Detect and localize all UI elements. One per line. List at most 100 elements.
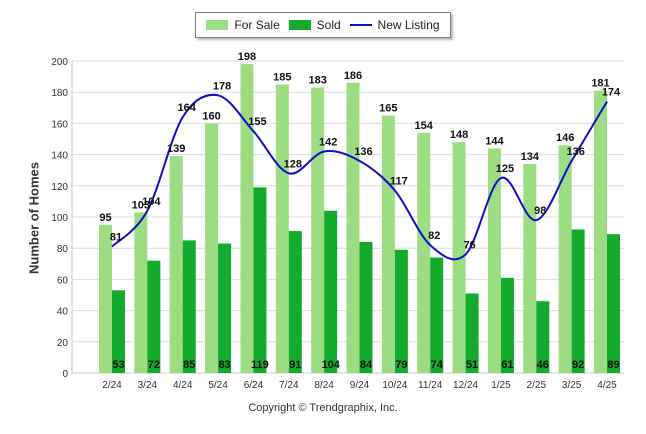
data-label-new-listing: 82 — [428, 230, 440, 242]
data-label-for-sale: 186 — [344, 70, 362, 82]
data-label-for-sale: 95 — [99, 212, 111, 224]
bar-for-sale — [417, 132, 431, 373]
data-label-for-sale: 146 — [556, 132, 574, 144]
data-label-new-listing: 128 — [284, 158, 302, 170]
bar-sold — [112, 290, 125, 373]
data-label-sold: 85 — [183, 359, 195, 371]
bar-for-sale — [487, 148, 501, 373]
y-tick-label: 180 — [51, 88, 68, 99]
data-label-sold: 46 — [537, 359, 549, 371]
bar-for-sale — [99, 224, 112, 373]
y-tick-label: 0 — [62, 369, 68, 380]
y-tick-label: 60 — [57, 275, 69, 286]
data-label-sold: 53 — [112, 359, 124, 371]
x-tick-label: 9/24 — [350, 380, 370, 391]
bar-sold — [430, 257, 444, 373]
data-label-new-listing: 125 — [496, 163, 514, 175]
data-label-new-listing: 98 — [534, 205, 546, 217]
legend: For Sale Sold New Listing — [195, 12, 451, 38]
y-axis-label: Number of Homes — [26, 162, 42, 274]
data-label-sold: 72 — [148, 359, 160, 371]
legend-swatch-sold — [288, 20, 311, 30]
x-tick-label: 7/24 — [279, 380, 299, 391]
data-label-new-listing: 136 — [566, 146, 584, 158]
bar-sold — [500, 277, 514, 373]
x-tick-label: 12/24 — [453, 380, 478, 391]
data-label-new-listing: 76 — [463, 239, 475, 251]
bar-sold — [324, 210, 338, 373]
bar-sold — [288, 231, 302, 373]
data-label-sold: 51 — [466, 359, 478, 371]
x-tick-label: 11/24 — [418, 380, 443, 391]
bar-sold — [147, 260, 161, 373]
data-label-for-sale: 139 — [167, 143, 185, 155]
bar-for-sale — [134, 212, 148, 373]
data-label-new-listing: 104 — [142, 196, 161, 208]
data-label-sold: 74 — [431, 359, 444, 371]
y-tick-label: 140 — [51, 151, 68, 162]
legend-label-for-sale: For Sale — [234, 18, 280, 32]
bar-sold — [607, 234, 620, 373]
y-tick-label: 80 — [57, 244, 69, 255]
x-tick-label: 2/24 — [102, 380, 122, 391]
bar-for-sale — [523, 163, 537, 373]
legend-item-new-listing: New Listing — [349, 18, 440, 32]
data-label-for-sale: 185 — [273, 71, 291, 83]
y-tick-label: 40 — [57, 307, 69, 318]
data-label-new-listing: 117 — [390, 175, 408, 187]
data-label-sold: 104 — [321, 359, 340, 371]
legend-label-sold: Sold — [316, 18, 341, 32]
x-tick-label: 2/25 — [527, 380, 547, 391]
y-tick-label: 200 — [51, 57, 68, 68]
x-tick-label: 3/25 — [562, 380, 582, 391]
x-tick-label: 4/25 — [597, 380, 617, 391]
data-label-sold: 89 — [607, 359, 619, 371]
bar-for-sale — [381, 115, 395, 373]
copyright-text: Copyright © Trendgraphix, Inc. — [248, 402, 398, 414]
bar-sold — [394, 249, 408, 373]
line-new-listing — [111, 93, 608, 261]
y-tick-label: 160 — [51, 119, 68, 130]
data-label-sold: 84 — [360, 359, 373, 371]
data-label-sold: 83 — [218, 359, 230, 371]
bar-for-sale — [594, 90, 607, 373]
bar-for-sale — [275, 84, 289, 374]
x-tick-label: 5/24 — [208, 380, 228, 391]
x-tick-label: 8/24 — [314, 380, 334, 391]
x-tick-label: 3/24 — [138, 380, 158, 391]
x-tick-label: 10/24 — [382, 380, 407, 391]
bar-sold — [253, 187, 267, 373]
x-tick-label: 4/24 — [173, 380, 193, 391]
data-label-for-sale: 198 — [238, 51, 256, 63]
bar-sold — [218, 243, 232, 373]
y-tick-label: 120 — [51, 182, 68, 193]
x-tick-label: 1/25 — [491, 380, 511, 391]
data-label-for-sale: 148 — [450, 129, 468, 141]
data-label-new-listing: 81 — [110, 232, 122, 244]
bar-sold — [359, 241, 373, 373]
bar-for-sale — [240, 64, 254, 374]
data-label-new-listing: 174 — [602, 87, 621, 99]
legend-item-for-sale: For Sale — [206, 18, 280, 32]
data-label-sold: 92 — [572, 359, 584, 371]
data-label-sold: 119 — [251, 359, 269, 371]
data-label-for-sale: 183 — [308, 75, 326, 87]
bar-sold — [182, 240, 196, 373]
x-tick-label: 6/24 — [244, 380, 264, 391]
y-tick-label: 20 — [57, 338, 69, 349]
legend-label-new-listing: New Listing — [377, 18, 440, 32]
data-label-for-sale: 165 — [379, 103, 397, 115]
data-label-new-listing: 155 — [248, 116, 266, 128]
bar-for-sale — [558, 145, 572, 373]
data-label-for-sale: 154 — [415, 120, 434, 132]
data-label-for-sale: 181 — [591, 78, 609, 90]
data-label-for-sale: 134 — [521, 151, 540, 163]
bar-for-sale — [169, 156, 183, 373]
data-label-new-listing: 142 — [319, 136, 337, 148]
data-label-sold: 79 — [395, 359, 407, 371]
data-label-for-sale: 160 — [202, 110, 220, 122]
data-label-for-sale: 144 — [485, 135, 504, 147]
data-label-for-sale: 103 — [132, 199, 150, 211]
bar-for-sale — [346, 82, 360, 373]
legend-swatch-for-sale — [206, 20, 229, 30]
